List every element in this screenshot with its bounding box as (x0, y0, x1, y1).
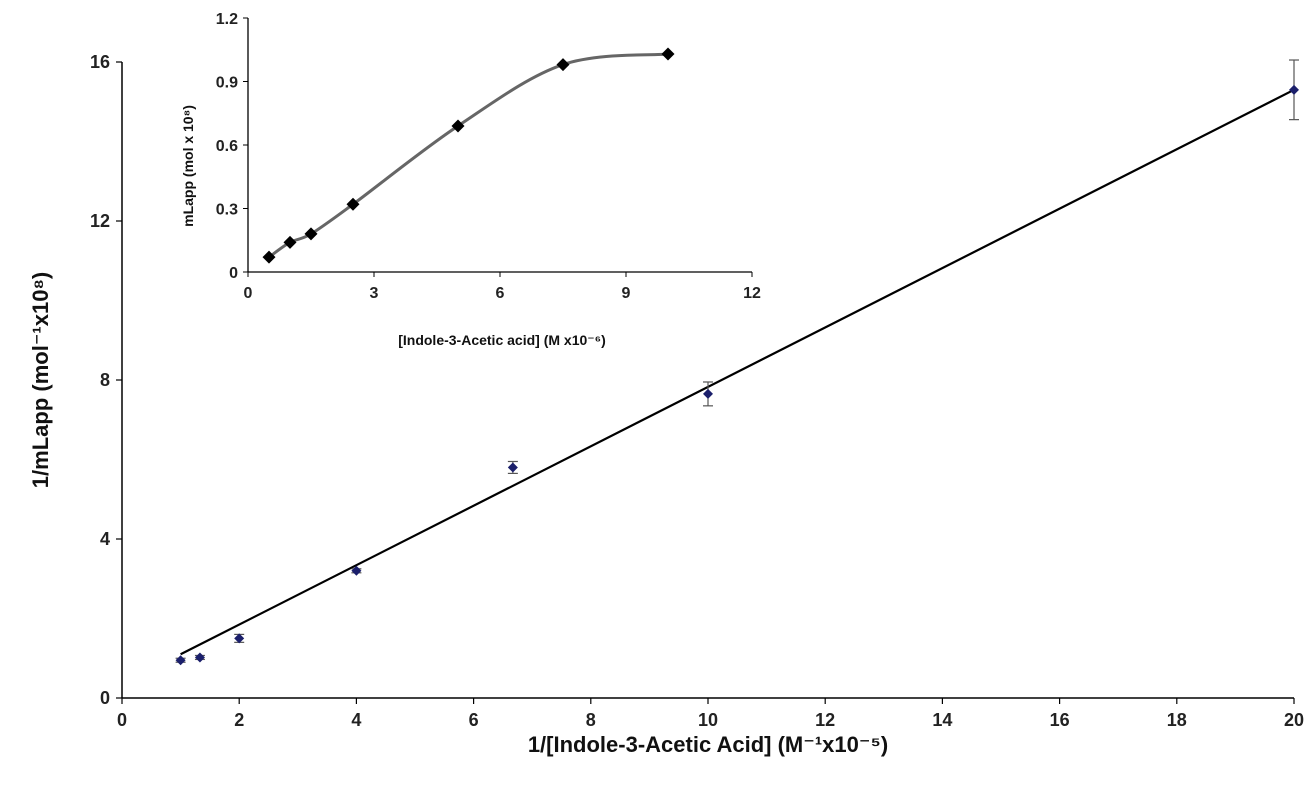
inset-y-tick-label: 0.3 (216, 202, 238, 219)
main-y-tick-label: 16 (90, 52, 110, 72)
inset-axes: 0 3 6 9 12 0 0.3 0.6 0.9 1.2 (216, 11, 761, 302)
inset-x-tick-label: 0 (244, 285, 253, 302)
main-x-tick-label: 20 (1284, 710, 1304, 730)
main-y-tick-label: 8 (100, 370, 110, 390)
main-data-point (351, 565, 362, 576)
inset-y-tick-label: 0.9 (216, 75, 238, 92)
main-data-point (175, 655, 186, 666)
main-y-tick-label: 0 (100, 688, 110, 708)
inset-data-point (661, 47, 675, 61)
inset-data-point (262, 250, 276, 264)
main-data-point (194, 652, 205, 663)
inset-data-marks (262, 47, 675, 264)
main-data-point (703, 388, 713, 399)
main-x-tick-label: 18 (1167, 710, 1187, 730)
main-data-point (507, 462, 518, 473)
main-x-tick-label: 16 (1050, 710, 1070, 730)
inset-y-tick-label: 0 (229, 265, 238, 282)
main-axes: 0 2 4 6 8 10 12 14 16 18 20 0 4 8 12 16 (90, 52, 1304, 730)
inset-y-tick-label: 1.2 (216, 11, 238, 28)
inset-y-axis-title: mLapp (mol x 10⁸) (180, 105, 196, 227)
inset-x-tick-label: 6 (496, 285, 505, 302)
main-data-marks (175, 59, 1299, 666)
main-x-tick-label: 6 (469, 710, 479, 730)
inset-x-axis-title: [Indole-3-Acetic acid] (M x10⁻⁶) (398, 332, 606, 348)
main-y-tick-label: 12 (90, 211, 110, 231)
main-x-tick-label: 12 (815, 710, 835, 730)
main-y-tick-label: 4 (100, 529, 110, 549)
main-x-tick-label: 2 (234, 710, 244, 730)
main-x-tick-label: 14 (932, 710, 952, 730)
main-x-tick-label: 8 (586, 710, 596, 730)
main-data-point (1289, 84, 1299, 95)
main-x-tick-label: 4 (351, 710, 361, 730)
inset-data-point (346, 197, 360, 211)
inset-x-tick-label: 3 (370, 285, 379, 302)
inset-x-tick-label: 9 (622, 285, 631, 302)
inset-data-point (556, 58, 570, 72)
inset-data-point (283, 235, 297, 249)
inset-x-tick-label: 12 (743, 285, 761, 302)
inset-y-tick-label: 0.6 (216, 138, 238, 155)
inset-data-point (304, 227, 318, 241)
main-x-axis-title: 1/[Indole-3-Acetic Acid] (M⁻¹x10⁻⁵) (528, 732, 888, 757)
main-x-tick-label: 0 (117, 710, 127, 730)
inset-curve (268, 52, 669, 259)
inset-data-point (451, 119, 465, 133)
main-trendline (180, 88, 1295, 656)
main-data-point (234, 633, 245, 644)
main-y-axis-title: 1/mLapp (mol⁻¹x10⁸) (28, 272, 53, 488)
main-x-tick-label: 10 (698, 710, 718, 730)
